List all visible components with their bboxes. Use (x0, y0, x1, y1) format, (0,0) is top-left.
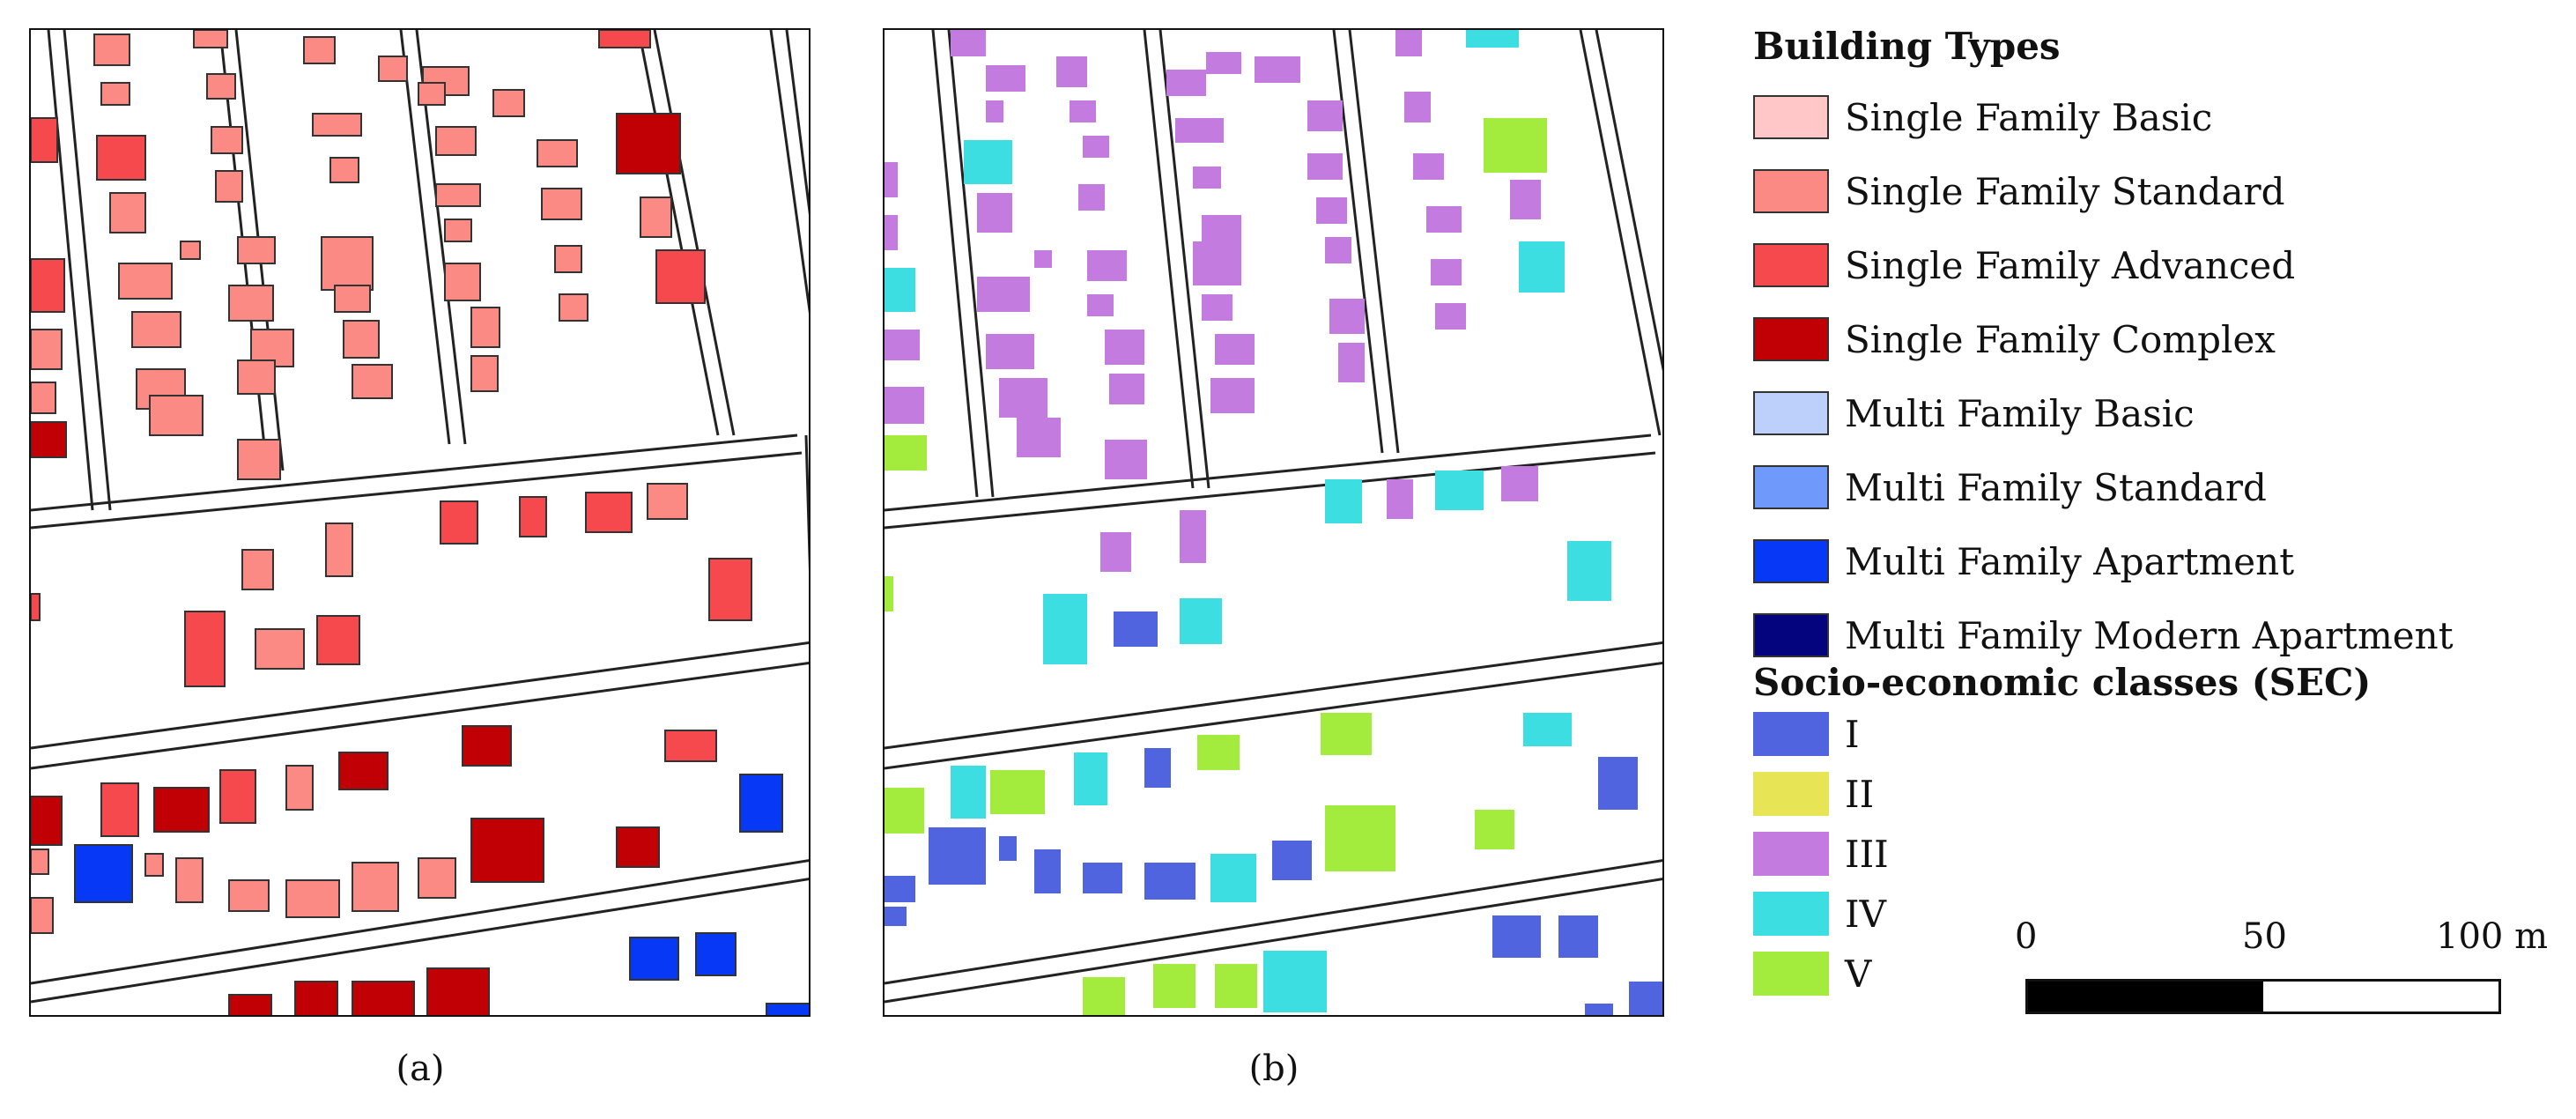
sec-class-item: III (1753, 832, 1889, 876)
building-type-item: Multi Family Basic (1753, 391, 2195, 435)
building-footprints (31, 30, 809, 1015)
building-type-label: Single Family Complex (1845, 317, 2276, 361)
scale-bar-black-segment (2028, 982, 2263, 1012)
building-type-item: Multi Family Apartment (1753, 539, 2294, 583)
building-type-swatch (1753, 243, 1829, 287)
building-type-label: Single Family Basic (1845, 95, 2213, 139)
sec-class-swatch (1753, 772, 1829, 816)
scale-bar (2025, 979, 2501, 1014)
sec-class-label: IV (1845, 892, 1886, 936)
building-type-label: Multi Family Basic (1845, 391, 2195, 435)
building-type-label: Multi Family Apartment (1845, 539, 2295, 583)
building-type-swatch (1753, 169, 1829, 213)
sec-class-item: IV (1753, 892, 1886, 936)
building-footprints (885, 30, 1662, 1015)
map-panel-a (29, 28, 811, 1017)
sec-class-label: II (1845, 772, 1875, 816)
building-type-item: Multi Family Standard (1753, 465, 2267, 509)
panel-label-a: (a) (396, 1049, 445, 1089)
road-network (885, 30, 1662, 1004)
building-types-title: Building Types (1753, 25, 2061, 68)
sec-class-item: V (1753, 952, 1871, 996)
building-type-swatch (1753, 465, 1829, 509)
sec-title: Socio-economic classes (SEC) (1753, 661, 2372, 704)
panel-label-b: (b) (1248, 1049, 1299, 1089)
sec-class-swatch (1753, 952, 1829, 996)
building-type-item: Single Family Standard (1753, 169, 2285, 213)
sec-class-item: I (1753, 712, 1860, 756)
building-type-swatch (1753, 95, 1829, 139)
scale-label-100m: 100 m (2436, 916, 2548, 957)
map-panel-b (883, 28, 1664, 1017)
building-type-label: Single Family Advanced (1845, 243, 2296, 287)
building-type-item: Single Family Complex (1753, 317, 2276, 361)
sec-class-swatch (1753, 832, 1829, 876)
sec-class-label: I (1845, 712, 1860, 756)
building-type-swatch (1753, 539, 1829, 583)
building-type-label: Multi Family Standard (1845, 465, 2267, 509)
building-type-swatch (1753, 613, 1829, 657)
building-type-label: Multi Family Modern Apartment (1845, 613, 2454, 657)
sec-class-label: III (1845, 832, 1889, 876)
sec-class-swatch (1753, 712, 1829, 756)
sec-class-label: V (1845, 952, 1872, 996)
scale-label-50: 50 (2242, 916, 2287, 957)
building-type-item: Single Family Basic (1753, 95, 2212, 139)
building-type-label: Single Family Standard (1845, 169, 2285, 213)
sec-class-swatch (1753, 892, 1829, 936)
building-type-item: Single Family Advanced (1753, 243, 2295, 287)
sec-class-item: II (1753, 772, 1874, 816)
building-type-item: Multi Family Modern Apartment (1753, 613, 2454, 657)
building-type-swatch (1753, 317, 1829, 361)
scale-label-0: 0 (2015, 916, 2038, 957)
building-type-swatch (1753, 391, 1829, 435)
